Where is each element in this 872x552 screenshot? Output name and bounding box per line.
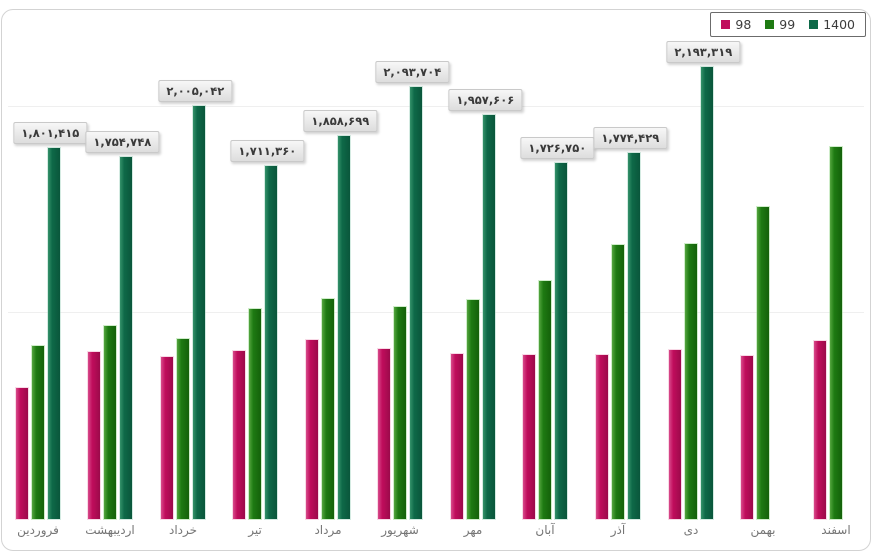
data-label-7: ۱,۹۵۷,۶۰۶ (448, 89, 523, 111)
legend: 98 99 1400 (710, 12, 866, 37)
bar-98-5 (306, 340, 318, 519)
bar-1400-5 (338, 136, 350, 519)
bar-1400-8 (555, 163, 567, 519)
bar-99-10 (685, 244, 697, 519)
legend-label-98: 98 (735, 17, 752, 32)
bar-98-12 (814, 341, 826, 519)
bar-99-11 (757, 207, 769, 519)
data-label-2: ۱,۷۵۴,۷۴۸ (85, 131, 160, 153)
bar-99-1 (32, 346, 44, 519)
bar-98-11 (741, 356, 753, 519)
legend-item-99: 99 (765, 17, 795, 32)
legend-label-99: 99 (779, 17, 796, 32)
month-label-1: فروردین (17, 523, 59, 537)
data-label-8: ۱,۷۲۶,۷۵۰ (520, 137, 595, 159)
month-label-9: آذر (610, 523, 626, 537)
bar-98-9 (596, 355, 608, 519)
month-label-4: تیر (248, 523, 262, 537)
month-label-6: شهریور (381, 523, 419, 537)
bar-1400-3 (193, 106, 205, 519)
legend-item-98: 98 (721, 17, 751, 32)
legend-item-1400: 1400 (809, 17, 855, 32)
bar-99-7 (467, 300, 479, 519)
chart-card (1, 9, 871, 551)
data-label-1: ۱,۸۰۱,۴۱۵ (13, 122, 88, 144)
data-label-3: ۲,۰۰۵,۰۴۲ (158, 80, 233, 102)
bar-1400-9 (628, 153, 640, 519)
bar-1400-6 (410, 87, 422, 519)
gridline (8, 106, 864, 107)
bar-99-3 (177, 339, 189, 519)
month-label-8: آبان (535, 523, 555, 537)
month-label-10: دی (683, 523, 699, 537)
data-label-10: ۲,۱۹۳,۳۱۹ (666, 41, 741, 63)
bar-98-8 (523, 355, 535, 519)
bar-99-6 (394, 307, 406, 519)
bar-98-10 (669, 350, 681, 519)
bar-1400-7 (483, 115, 495, 519)
bar-99-2 (104, 326, 116, 519)
data-label-9: ۱,۷۷۴,۴۲۹ (593, 127, 668, 149)
month-label-11: بهمن (750, 523, 776, 537)
month-label-2: اردیبهشت (85, 523, 135, 537)
bar-98-6 (378, 349, 390, 519)
bar-98-4 (233, 351, 245, 519)
gridline (8, 312, 864, 313)
data-label-6: ۲,۰۹۳,۷۰۴ (375, 61, 450, 83)
legend-swatch-98-icon (721, 20, 731, 29)
month-label-3: خرداد (168, 523, 198, 537)
month-label-5: مرداد (314, 523, 342, 537)
legend-swatch-1400-icon (809, 20, 819, 29)
bar-98-3 (161, 357, 173, 519)
bar-98-1 (16, 388, 28, 519)
data-label-5: ۱,۸۵۸,۶۹۹ (303, 110, 378, 132)
bar-98-2 (88, 352, 100, 519)
bar-99-12 (830, 147, 842, 519)
bar-99-9 (612, 245, 624, 519)
bar-1400-10 (701, 67, 713, 519)
bar-1400-4 (265, 166, 277, 519)
bar-98-7 (451, 354, 463, 519)
month-label-12: اسفند (821, 523, 851, 537)
bar-99-5 (322, 299, 334, 519)
legend-swatch-99-icon (765, 20, 775, 29)
month-label-7: مهر (463, 523, 483, 537)
plot-area: ۱,۸۰۱,۴۱۵ ۱,۷۵۴,۷۴۸ ۲,۰۰۵,۰۴۲ ۱,۷۱۱,۳۶۰ ۱,۸۵… (0, 14, 872, 519)
legend-label-1400: 1400 (823, 17, 855, 32)
data-label-4: ۱,۷۱۱,۳۶۰ (230, 140, 305, 162)
bar-99-8 (539, 281, 551, 519)
bar-99-4 (249, 309, 261, 519)
bar-1400-2 (120, 157, 132, 519)
bar-1400-1 (48, 148, 60, 519)
